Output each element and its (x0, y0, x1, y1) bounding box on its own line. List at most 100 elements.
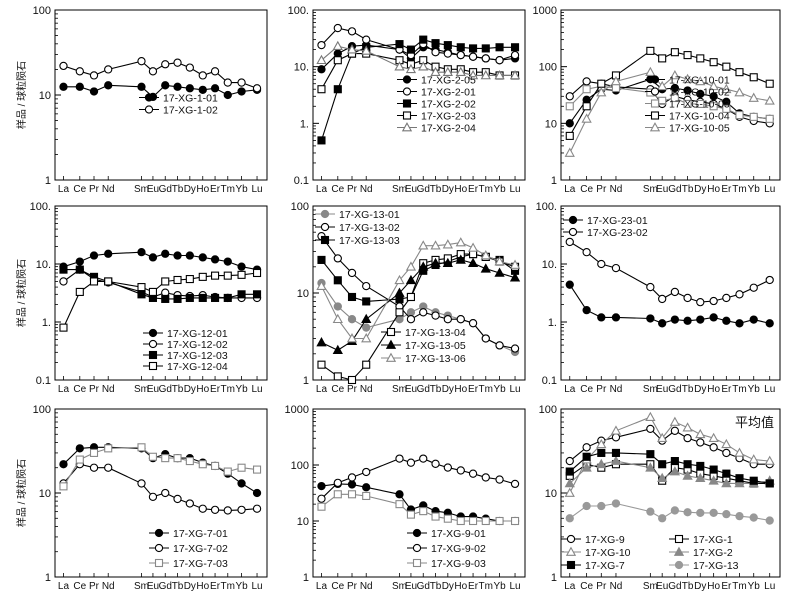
y-axis-label: 样品 / 球粒陨石 (15, 61, 28, 129)
data-point (456, 516, 465, 526)
x-tick-label: Pr (596, 384, 607, 395)
data-point (210, 505, 220, 515)
data-point (173, 82, 182, 91)
legend-label: 17-XG-2-05 (421, 75, 476, 87)
data-point (735, 474, 744, 483)
y-tick-label: 1. (548, 317, 557, 329)
x-tick-label: Sm (134, 384, 149, 395)
data-point (405, 63, 417, 74)
data-point (696, 54, 705, 63)
data-point (696, 89, 705, 99)
data-point (89, 251, 99, 260)
data-point (362, 467, 371, 477)
data-point (137, 82, 146, 91)
data-point (749, 73, 758, 82)
x-tick-label: Dy (184, 581, 196, 592)
data-point (89, 448, 99, 457)
data-point (347, 315, 357, 324)
x-tick-label: La (564, 184, 576, 195)
data-point (721, 438, 732, 449)
data-point (346, 44, 358, 54)
x-tick-label: Nd (360, 384, 373, 395)
y-tick-label: 1 (551, 572, 557, 584)
data-point (317, 255, 326, 264)
y-tick-label: 1 (45, 572, 51, 584)
data-point (173, 58, 182, 67)
data-point (362, 323, 371, 332)
data-point (59, 82, 68, 91)
legend-item: 17-XG-9-03 (407, 558, 486, 570)
data-point (75, 444, 84, 453)
data-point (481, 44, 490, 53)
panel-annotation: 平均值 (735, 415, 774, 430)
data-point (734, 477, 745, 488)
data-point (456, 315, 465, 324)
data-point (185, 275, 194, 284)
legend-item: 17-XG-1 (669, 534, 733, 546)
data-point (669, 466, 681, 476)
data-point (480, 250, 491, 260)
series-17-XG-12-01 (59, 248, 262, 274)
data-point (695, 75, 706, 86)
legend-marker (320, 222, 330, 232)
data-point (148, 67, 158, 76)
data-point (495, 475, 504, 484)
data-point (456, 466, 465, 475)
data-point (596, 438, 607, 449)
y-tick-label: 100. (536, 201, 557, 213)
x-tick-label: Yb (235, 581, 248, 592)
y-tick-label: 10 (39, 90, 51, 102)
y-tick-label: 1 (551, 175, 557, 187)
data-point (564, 477, 575, 488)
data-point (252, 290, 262, 299)
data-point (610, 455, 622, 465)
data-point (104, 249, 113, 258)
legend-label: 17-XG-10 (585, 547, 631, 559)
data-point (59, 265, 68, 274)
x-tick-label: La (58, 184, 70, 195)
data-point (494, 70, 505, 80)
legend-marker (385, 352, 397, 362)
data-point (670, 83, 680, 93)
data-point (596, 458, 607, 469)
data-point (75, 455, 84, 464)
data-point (223, 506, 232, 515)
data-point (469, 44, 478, 53)
data-point (210, 84, 220, 93)
x-tick-label: Tb (682, 184, 694, 195)
legend-label: 17-XG-13-05 (405, 340, 466, 352)
x-tick-label: Tb (430, 384, 442, 395)
data-point (709, 443, 718, 452)
data-point (347, 292, 357, 302)
data-point (565, 237, 574, 247)
data-point (670, 457, 679, 466)
data-point (210, 67, 220, 76)
legend-item: 17-XG-7-01 (149, 528, 228, 540)
data-point (510, 50, 520, 60)
data-point (565, 514, 574, 523)
data-point (658, 54, 667, 63)
data-point (332, 40, 343, 51)
data-point (582, 501, 591, 511)
data-point (333, 478, 342, 488)
data-point (565, 102, 574, 111)
data-point (481, 54, 490, 63)
data-point (361, 45, 372, 55)
data-point (734, 447, 745, 457)
data-point (683, 316, 692, 325)
data-point (148, 492, 158, 501)
data-point (395, 308, 404, 317)
data-point (59, 323, 68, 332)
data-point (137, 290, 146, 299)
data-point (137, 479, 146, 488)
data-point (198, 460, 207, 469)
data-point (765, 516, 774, 525)
x-tick-label: Yb (748, 384, 761, 395)
series-17-XG-10-04 (565, 46, 774, 140)
x-tick-label: Eu (656, 184, 668, 195)
data-point (237, 479, 246, 488)
data-point (198, 293, 207, 302)
legend-item: 17-XG-13 (669, 560, 739, 572)
